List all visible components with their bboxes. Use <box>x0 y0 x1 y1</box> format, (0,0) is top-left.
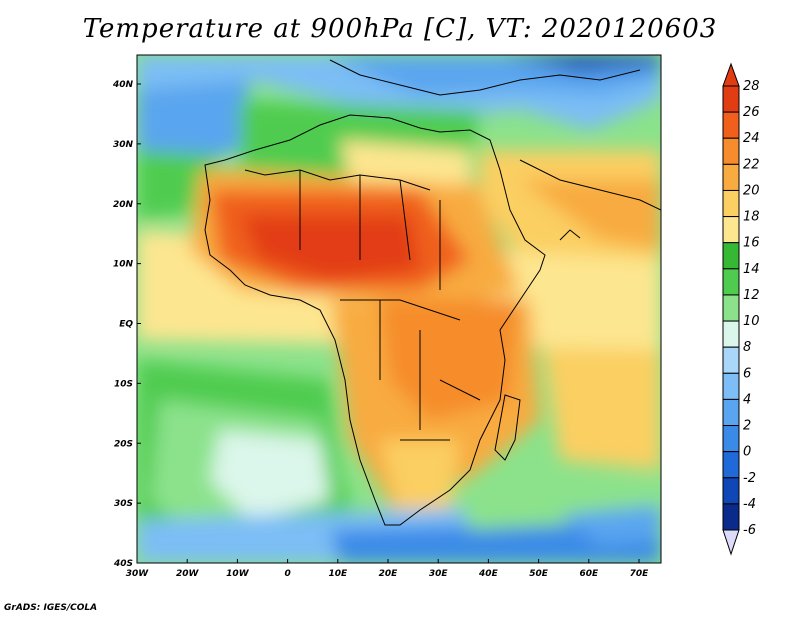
temperature-field <box>137 55 661 563</box>
map-title: Temperature at 900hPa [C], VT: 202012060… <box>82 14 718 44</box>
colorbar-segment <box>722 372 740 400</box>
colorbar-label: 0 <box>743 445 751 460</box>
lat-tick-label: 30N <box>113 140 134 150</box>
lat-tick-label: 10N <box>113 260 134 270</box>
colorbar-top-arrow <box>722 62 740 87</box>
lon-tick-label: 70E <box>630 569 650 579</box>
colorbar-label: 2 <box>743 419 751 434</box>
lat-tick-label: 20N <box>113 200 134 210</box>
colorbar-label: 20 <box>743 183 760 198</box>
colorbar-segment <box>722 85 740 113</box>
colorbar-segment <box>722 477 740 505</box>
colorbar-label: 6 <box>743 366 751 381</box>
colorbar-label: 8 <box>743 340 751 355</box>
coastlines <box>204 59 661 526</box>
lat-tick-label: 40S <box>113 559 133 569</box>
lat-tick-label: 40N <box>112 80 134 90</box>
lon-tick-label: 60E <box>579 569 599 579</box>
lon-tick-label: 10W <box>226 569 250 579</box>
lon-tick-label: 30E <box>429 569 449 579</box>
colorbar-label: 28 <box>743 79 760 94</box>
colorbar-label: -2 <box>743 471 756 486</box>
lon-tick-label: 30W <box>126 569 150 579</box>
colorbar-segment <box>722 242 740 270</box>
credit-text: GrADS: IGES/COLA <box>4 603 98 613</box>
longitude-axis: 30W 20W 10W 0 10E 20E 30E 40E 50E 60E 70E <box>126 559 649 579</box>
colorbar-label: -4 <box>743 497 756 512</box>
colorbar-label: 16 <box>743 236 760 251</box>
colorbar-segment <box>722 111 740 139</box>
colorbar-segment <box>722 163 740 191</box>
colorbar-segment <box>722 137 740 165</box>
lat-tick-label: EQ <box>119 320 133 330</box>
colorbar-label: 12 <box>743 288 760 303</box>
colorbar-label: 26 <box>743 105 760 120</box>
lon-tick-label: 50E <box>529 569 549 579</box>
lon-tick-label: 10E <box>328 569 348 579</box>
latitude-axis: 40N 30N 20N 10N EQ 10S 20S 30S 40S <box>112 80 141 569</box>
colorbar-label: 22 <box>743 157 760 172</box>
colorbar-label: 14 <box>743 262 760 277</box>
lon-tick-label: 20W <box>176 569 200 579</box>
colorbar-segment <box>722 189 740 218</box>
lat-tick-label: 10S <box>114 379 133 389</box>
colorbar-segment <box>722 268 740 296</box>
colorbar-label: 24 <box>743 131 760 146</box>
colorbar-segment <box>722 320 740 348</box>
lon-tick-label: 0 <box>284 569 290 579</box>
colorbar-label: 18 <box>743 210 760 225</box>
colorbar-segment <box>722 398 740 427</box>
colorbar-bottom-arrow <box>722 529 740 556</box>
colorbar-segment <box>722 503 740 531</box>
colorbar-segment <box>722 346 740 374</box>
lon-tick-label: 20E <box>379 569 399 579</box>
colorbar-label: -6 <box>743 523 756 538</box>
lon-tick-label: 40E <box>478 569 499 579</box>
colorbar-label: 10 <box>743 314 760 329</box>
colorbar-segment <box>722 451 740 479</box>
colorbar-segment <box>722 294 740 322</box>
colorbar-segment <box>722 425 740 453</box>
colorbar-label: 4 <box>743 392 751 407</box>
lat-tick-label: 30S <box>114 499 133 509</box>
lat-tick-label: 20S <box>114 439 133 449</box>
colorbar-segment <box>722 216 740 244</box>
